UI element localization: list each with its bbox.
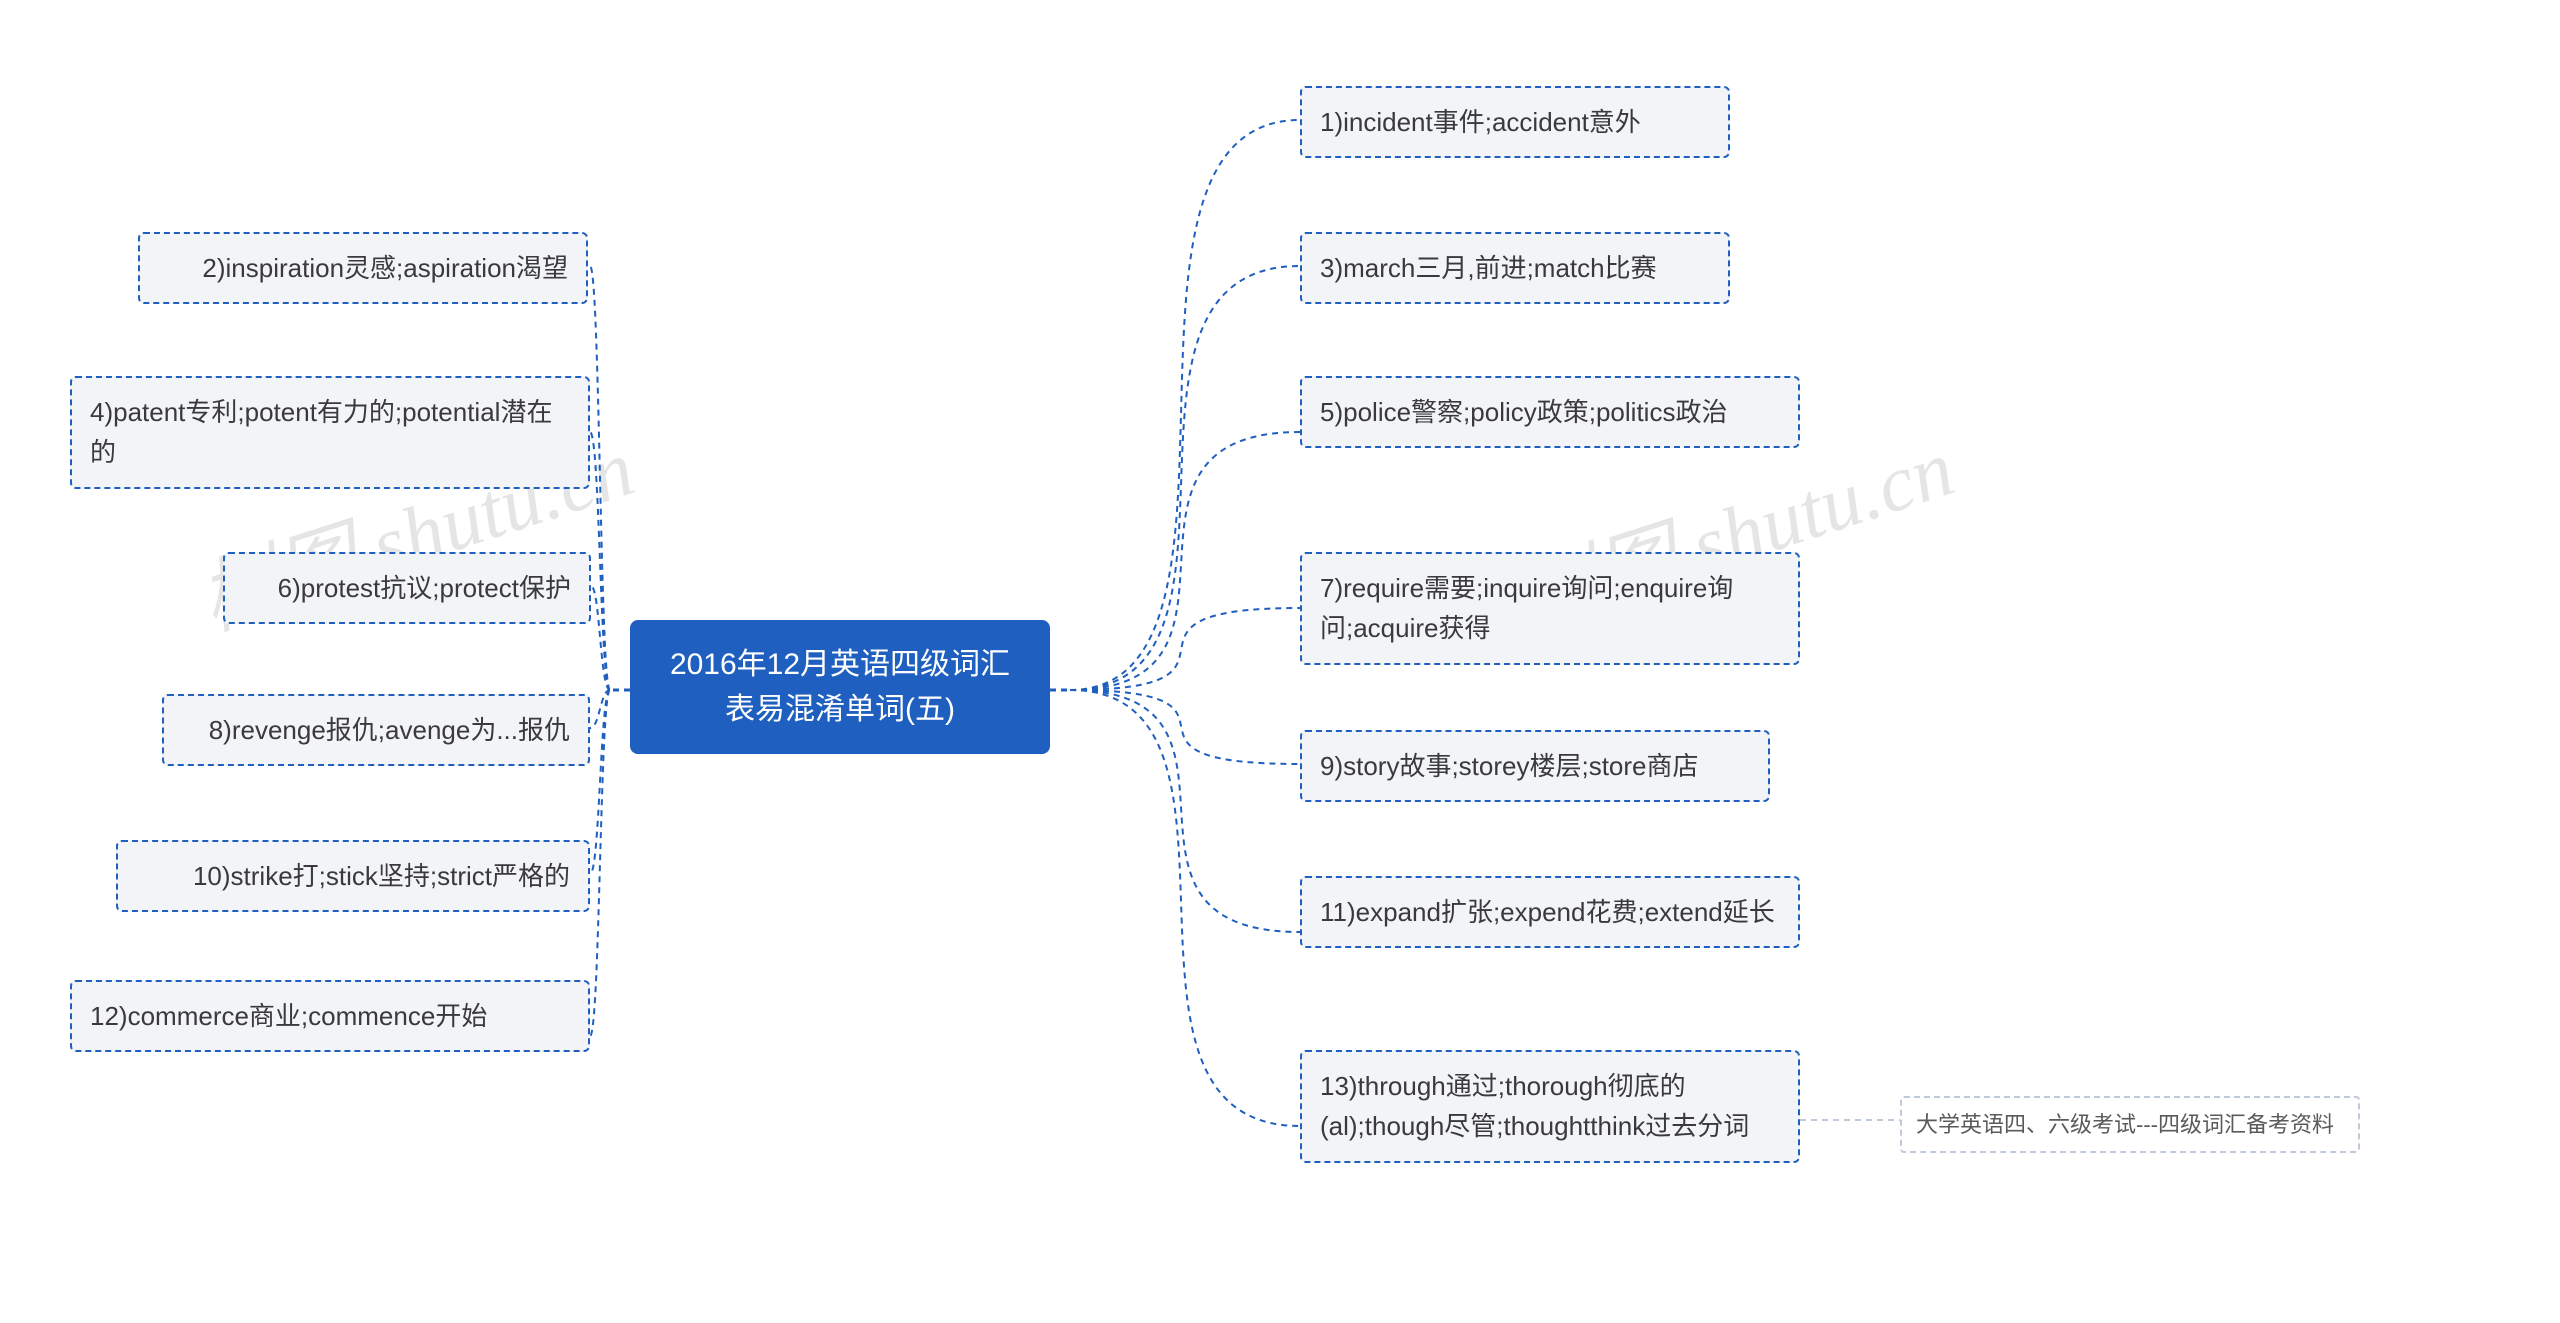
center-node: 2016年12月英语四级词汇表易混淆单词(五)	[630, 620, 1050, 754]
leaf-r13: 13)through通过;thorough彻底的(al);though尽管;th…	[1300, 1050, 1800, 1163]
leaf-l4: 4)patent专利;potent有力的;potential潜在的	[70, 376, 590, 489]
leaf-l2: 2)inspiration灵感;aspiration渴望	[138, 232, 588, 304]
sub-s1: 大学英语四、六级考试---四级词汇备考资料	[1900, 1096, 2360, 1153]
leaf-r9: 9)story故事;storey楼层;store商店	[1300, 730, 1770, 802]
leaf-r7: 7)require需要;inquire询问;enquire询问;acquire获…	[1300, 552, 1800, 665]
mindmap-canvas: 树图 shutu.cn 树图 shutu.cn 2016年12月英语四级词汇表易…	[0, 0, 2560, 1323]
leaf-l6: 6)protest抗议;protect保护	[223, 552, 591, 624]
leaf-r1: 1)incident事件;accident意外	[1300, 86, 1730, 158]
leaf-l10: 10)strike打;stick坚持;strict严格的	[116, 840, 590, 912]
leaf-r3: 3)march三月,前进;match比赛	[1300, 232, 1730, 304]
leaf-r11: 11)expand扩张;expend花费;extend延长	[1300, 876, 1800, 948]
leaf-l12: 12)commerce商业;commence开始	[70, 980, 590, 1052]
leaf-l8: 8)revenge报仇;avenge为...报仇	[162, 694, 590, 766]
leaf-r5: 5)police警察;policy政策;politics政治	[1300, 376, 1800, 448]
